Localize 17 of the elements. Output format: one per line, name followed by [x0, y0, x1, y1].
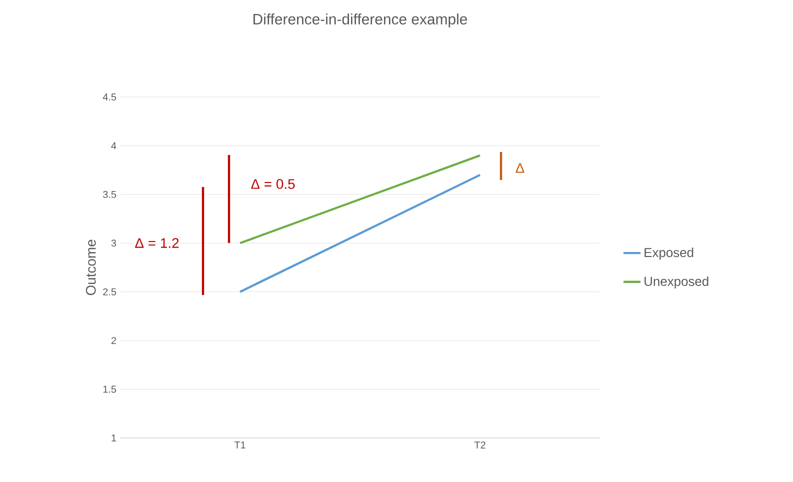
legend-label: Unexposed	[644, 276, 708, 289]
annotation: Δ	[516, 163, 524, 173]
y-tick-label: 4	[111, 142, 116, 150]
y-tick-label: 4.5	[102, 94, 116, 100]
annotation: Δ = 1.2	[135, 238, 179, 248]
y-tick-label: 2	[111, 337, 116, 344]
legend-label: Exposed	[644, 248, 694, 260]
y-tick-label: 1.5	[103, 386, 116, 393]
annotation: Δ = 0.5	[251, 179, 295, 189]
y-tick-label: 2.5	[103, 288, 116, 296]
y-tick-label: 3.5	[103, 190, 116, 198]
y-tick-label: 3	[111, 240, 116, 247]
y-axis-title: Outcome	[86, 240, 96, 296]
x-tick-label: T2	[474, 442, 486, 448]
chart-title: Difference-in-difference example	[254, 14, 467, 28]
y-tick-label: 1	[112, 434, 116, 442]
x-tick-label: T1	[234, 442, 246, 448]
